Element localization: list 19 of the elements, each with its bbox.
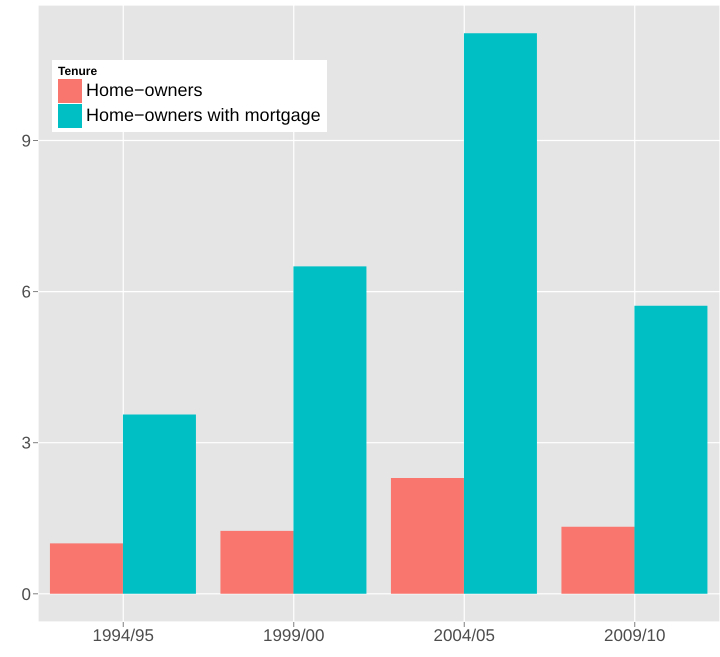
x-tick-label: 1999/00	[263, 626, 324, 646]
x-tick-label: 2009/10	[604, 626, 666, 646]
legend-title: Tenure	[58, 64, 98, 78]
x-tick-label: 2004/05	[434, 626, 495, 646]
x-tick-label: 1994/95	[92, 626, 154, 646]
y-tick-label: 6	[22, 282, 31, 302]
bar	[634, 306, 708, 594]
bar	[561, 526, 634, 594]
bar	[390, 478, 464, 594]
bar	[220, 530, 294, 594]
bar	[122, 414, 196, 594]
bar	[293, 266, 366, 594]
y-tick-label: 3	[22, 434, 31, 453]
y-tick-label: 9	[22, 132, 31, 151]
y-tick-label: 0	[22, 584, 31, 604]
legend-label: Home−owners	[86, 80, 203, 101]
bar	[50, 543, 123, 594]
legend-label: Home−owners with mortgage	[86, 105, 321, 126]
bar	[464, 33, 537, 594]
